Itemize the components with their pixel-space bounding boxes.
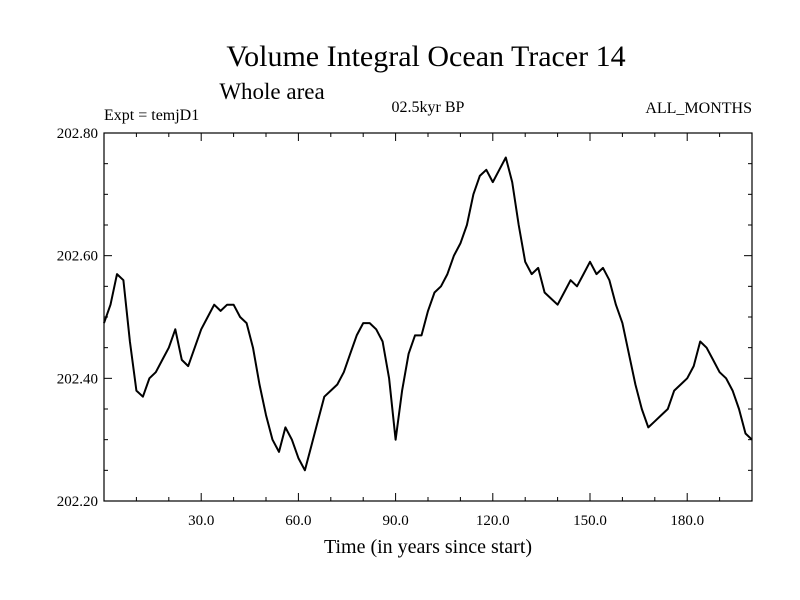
chart-subtitle: Whole area xyxy=(219,79,324,104)
y-tick-label: 202.20 xyxy=(57,494,98,510)
x-tick-label: 60.0 xyxy=(285,513,311,529)
y-tick-label: 202.40 xyxy=(57,371,98,387)
y-tick-label: 202.60 xyxy=(57,249,98,265)
x-axis-label: Time (in years since start) xyxy=(324,536,532,558)
series-layer xyxy=(103,156,753,472)
experiment-label: Expt = temjD1 xyxy=(104,107,199,124)
x-tick-label: 150.0 xyxy=(573,513,607,529)
x-tick-label: 180.0 xyxy=(670,513,704,529)
x-tick-label: 90.0 xyxy=(382,513,408,529)
y-axis: 202.20 202.40 202.60 202.80 xyxy=(57,126,752,510)
chart-title: Volume Integral Ocean Tracer 14 xyxy=(226,40,625,73)
period-label: 02.5kyr BP xyxy=(392,99,465,116)
y-tick-label: 202.80 xyxy=(57,126,98,142)
x-tick-label: 30.0 xyxy=(188,513,214,529)
months-label: ALL_MONTHS xyxy=(645,100,752,117)
plot-frame xyxy=(103,132,753,502)
series-line-0 xyxy=(103,156,753,472)
x-tick-label: 120.0 xyxy=(476,513,510,529)
x-axis: 30.0 60.0 90.0 120.0 150.0 180.0 xyxy=(135,133,721,529)
